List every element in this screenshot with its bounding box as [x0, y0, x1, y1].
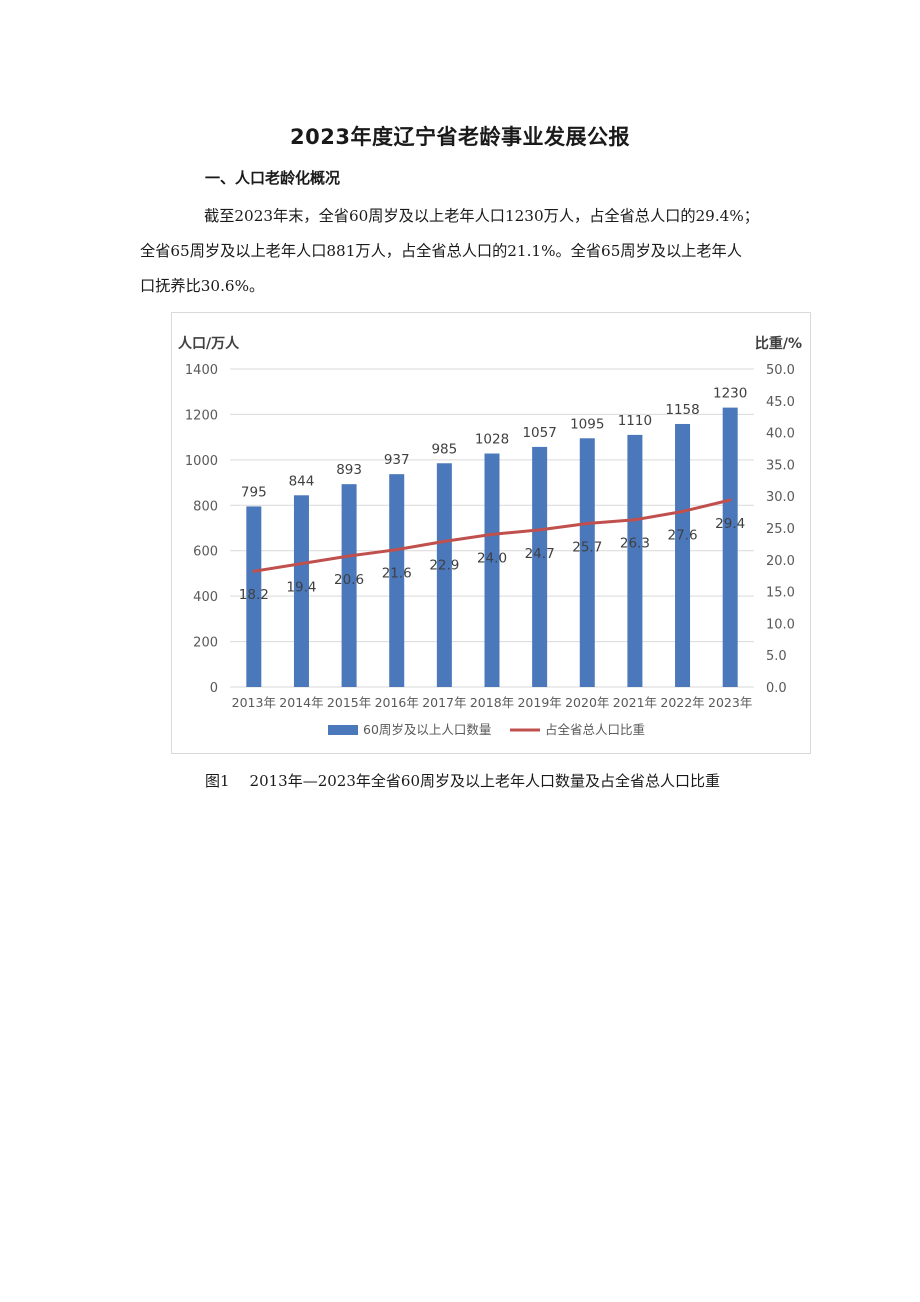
- line-point: [728, 498, 732, 502]
- line-value-label: 18.2: [239, 587, 269, 603]
- left-axis-tick-label: 1000: [185, 454, 218, 469]
- line-point: [490, 532, 494, 536]
- figure-caption: 图1 2013年—2023年全省60周岁及以上老年人口数量及占全省总人口比重: [205, 770, 720, 791]
- line-value-label: 24.0: [477, 550, 507, 566]
- right-axis-tick-label: 10.0: [766, 617, 795, 632]
- bar: [532, 446, 548, 687]
- bar: [246, 506, 262, 687]
- line-value-label: 26.3: [620, 536, 650, 552]
- figure-caption-text: 2013年—2023年全省60周岁及以上老年人口数量及占全省总人口比重: [249, 772, 720, 790]
- legend-line-label: 占全省总人口比重: [545, 722, 645, 737]
- line-point: [252, 569, 256, 573]
- right-axis-tick-label: 25.0: [766, 522, 795, 537]
- line-value-label: 29.4: [715, 516, 745, 532]
- left-axis-tick-label: 400: [193, 590, 218, 605]
- bar: [293, 495, 309, 687]
- bar-value-label: 1028: [475, 431, 509, 447]
- legend-bar-swatch: [328, 725, 358, 735]
- bar-value-label: 1095: [570, 416, 604, 432]
- left-axis-tick-label: 600: [193, 545, 218, 560]
- line-point: [585, 522, 589, 526]
- bar-value-label: 1230: [713, 386, 747, 402]
- line-point: [347, 554, 351, 558]
- left-axis-tick-label: 0: [210, 681, 218, 696]
- figure-number: 图1: [205, 772, 230, 790]
- category-tick-label: 2016年: [375, 695, 419, 710]
- document-title: 2023年度辽宁省老龄事业发展公报: [290, 125, 630, 149]
- category-tick-label: 2019年: [517, 695, 561, 710]
- bar-value-label: 1057: [522, 425, 556, 441]
- bar-value-label: 1158: [665, 402, 699, 418]
- bar: [579, 438, 595, 687]
- bar: [675, 423, 691, 687]
- bar: [722, 407, 738, 687]
- bar-value-label: 1110: [618, 413, 652, 429]
- population-chart: 795 844 893 937 985 1028 1057 1095 1110 1158 1230 …: [171, 312, 811, 754]
- bar: [389, 474, 405, 687]
- right-axis-tick-label: 50.0: [766, 363, 795, 378]
- line-point: [395, 548, 399, 552]
- bar-value-label: 985: [431, 441, 457, 457]
- right-axis-tick-label: 30.0: [766, 490, 795, 505]
- right-axis-tick-label: 15.0: [766, 586, 795, 601]
- bar: [484, 453, 500, 687]
- line-point: [299, 562, 303, 566]
- right-axis-tick-label: 35.0: [766, 458, 795, 473]
- line-point: [538, 528, 542, 532]
- right-axis-tick-label: 45.0: [766, 395, 795, 410]
- left-axis-tick-label: 800: [193, 499, 218, 514]
- body-paragraph: 截至2023年末，全省60周岁及以上老年人口1230万人，占全省总人口的29.4…: [140, 199, 800, 304]
- category-tick-label: 2021年: [613, 695, 657, 710]
- line-value-label: 27.6: [668, 527, 698, 543]
- line-point: [681, 509, 685, 513]
- line-value-label: 25.7: [572, 540, 602, 556]
- bar: [627, 434, 643, 687]
- right-axis-tick-label: 0.0: [766, 681, 787, 696]
- left-axis-tick-label: 1200: [185, 408, 218, 423]
- bar-value-label: 937: [384, 452, 410, 468]
- line-value-label: 21.6: [382, 566, 412, 582]
- paragraph-line-3: 口抚养比30.6%。: [140, 277, 265, 295]
- category-tick-label: 2022年: [660, 695, 704, 710]
- right-axis-tick-label: 40.0: [766, 427, 795, 442]
- right-axis-tick-label: 5.0: [766, 649, 787, 664]
- bar: [341, 484, 357, 687]
- category-tick-label: 2015年: [327, 695, 371, 710]
- line-value-label: 24.7: [525, 546, 555, 562]
- category-tick-label: 2013年: [232, 695, 276, 710]
- line-value-label: 20.6: [334, 572, 364, 588]
- line-value-label: 19.4: [286, 580, 316, 596]
- category-tick-label: 2020年: [565, 695, 609, 710]
- bar-value-label: 893: [336, 462, 362, 478]
- bar: [436, 463, 452, 687]
- legend-bar-label: 60周岁及以上人口数量: [363, 722, 491, 737]
- line-value-label: 22.9: [429, 557, 459, 573]
- bar-value-label: 844: [289, 473, 315, 489]
- category-tick-label: 2023年: [708, 695, 752, 710]
- category-tick-label: 2017年: [422, 695, 466, 710]
- right-axis-title: 比重/%: [755, 335, 802, 352]
- left-axis-tick-label: 200: [193, 636, 218, 651]
- category-tick-label: 2014年: [279, 695, 323, 710]
- category-tick-label: 2018年: [470, 695, 514, 710]
- line-point: [442, 539, 446, 543]
- line-point: [633, 518, 637, 522]
- left-axis-tick-label: 1400: [185, 363, 218, 378]
- paragraph-line-2: 全省65周岁及以上老年人口881万人，占全省总人口的21.1%。全省65周岁及以…: [140, 242, 742, 260]
- bar-value-label: 795: [241, 484, 267, 500]
- section-heading: 一、人口老龄化概况: [205, 169, 341, 187]
- left-axis-title: 人口/万人: [178, 335, 240, 352]
- paragraph-line-1: 截至2023年末，全省60周岁及以上老年人口1230万人，占全省总人口的29.4…: [204, 207, 759, 225]
- right-axis-tick-label: 20.0: [766, 554, 795, 569]
